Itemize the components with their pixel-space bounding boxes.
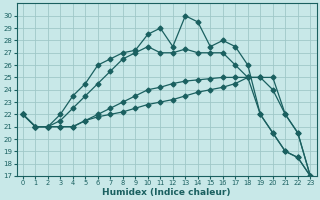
X-axis label: Humidex (Indice chaleur): Humidex (Indice chaleur) xyxy=(102,188,231,197)
